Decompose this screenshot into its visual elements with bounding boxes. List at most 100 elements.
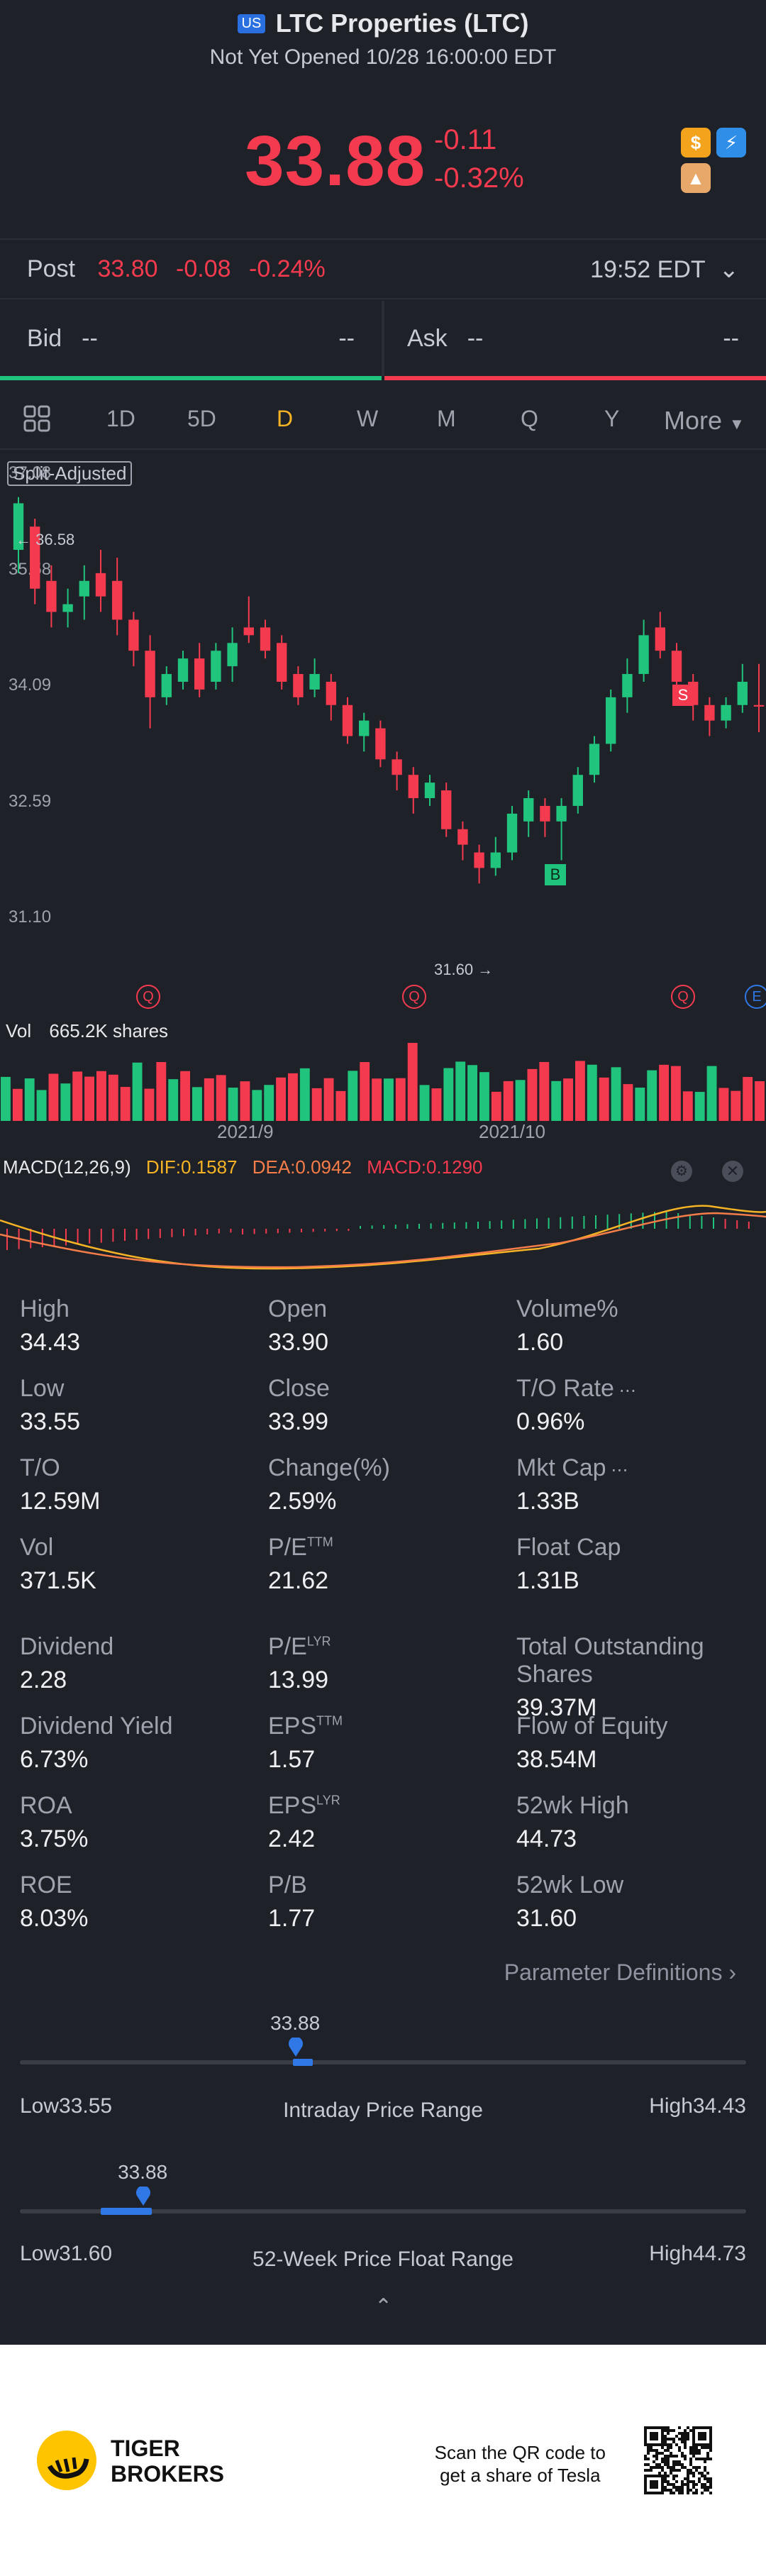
chevron-down-icon[interactable]: ⌄ [718,256,740,283]
qr-module [684,2440,687,2443]
settings-icon[interactable]: ⚙ [671,1161,692,1182]
ask-label: Ask [407,324,448,352]
tab-1d[interactable]: 1D [106,406,135,431]
info-icon[interactable]: ⋯ [606,1461,628,1480]
qr-module [650,2469,653,2472]
qr-module [678,2449,681,2452]
stat-cell: P/ELYR 13.99 [268,1633,331,1694]
low-marker-value: 31.60 [434,961,474,978]
stat-label: EPSTTM [268,1713,343,1740]
candle-body [112,580,123,620]
stat-value: 2.28 [20,1666,67,1693]
qr-module [653,2426,655,2429]
qr-module [692,2438,695,2440]
tab-5d[interactable]: 5D [187,406,216,431]
tab-w[interactable]: W [357,406,379,431]
scan-line2: get a share of Tesla [440,2465,601,2486]
post-market-row[interactable]: Post 33.80 -0.08 -0.24% 19:52 EDT ⌄ [27,255,739,283]
buy-marker[interactable]: B [545,864,566,885]
volume-label: Vol [6,1020,32,1041]
qr-module [709,2480,712,2483]
qr-module [684,2443,687,2446]
candle-body [211,651,221,682]
qr-module [661,2429,664,2432]
tab-q[interactable]: Q [521,406,538,431]
qr-module [681,2483,684,2486]
volume-bar [48,1073,59,1121]
grid-layout-icon[interactable] [23,404,51,438]
qr-module [684,2455,687,2458]
qr-module [706,2426,709,2429]
close-icon[interactable]: ✕ [722,1161,743,1182]
qr-module [661,2475,664,2477]
candle-body [457,829,468,845]
qr-module [689,2463,692,2466]
chevron-up-icon[interactable]: ⌃ [374,2295,393,2318]
qr-module [675,2460,678,2463]
volume-bar [311,1088,322,1121]
qr-code[interactable] [644,2426,712,2494]
qr-module [695,2443,698,2446]
candle-body [540,805,550,822]
qr-module [647,2475,650,2477]
volume-bar [743,1077,753,1121]
stat-label: High [20,1295,70,1322]
qr-module [687,2483,689,2486]
week52-title: 52-Week Price Float Range [252,2248,514,2271]
qr-module [678,2492,681,2494]
qr-module [644,2463,647,2466]
stat-label-superscript: LYR [306,1634,331,1649]
qr-module [706,2443,709,2446]
lightning-icon[interactable]: ⚡ [716,128,746,157]
volume-bar [659,1064,669,1121]
info-icon[interactable]: ⋯ [614,1381,636,1400]
tab-y[interactable]: Y [604,406,620,431]
earnings-q-marker[interactable]: Q [136,985,160,1009]
candle-body [46,580,57,612]
candle-body [737,681,748,705]
qr-module [701,2475,704,2477]
graduation-cap-icon[interactable]: ▲ [681,163,711,193]
stat-cell: P/ETTM 21.62 [268,1534,333,1595]
low-marker: 31.60 → [434,961,494,978]
qr-module [704,2483,706,2486]
qr-module [661,2480,664,2483]
candle-body [293,674,304,697]
qr-module [658,2443,661,2446]
qr-module [687,2426,689,2429]
tab-d[interactable]: D [277,406,294,431]
tab-m[interactable]: M [437,406,456,431]
stat-label: Mkt Cap ⋯ [516,1454,628,1481]
volume-bar [706,1066,717,1121]
earnings-e-marker[interactable]: E [745,985,766,1009]
volume-bar [323,1078,334,1121]
week52-low: Low31.60 [20,2242,113,2265]
qr-module [692,2466,695,2469]
earnings-q-marker[interactable]: Q [671,985,695,1009]
sell-marker[interactable]: S [672,685,694,706]
post-time-text: 19:52 EDT [590,256,706,283]
volume-bar [671,1066,681,1121]
qr-module [661,2489,664,2492]
parameter-definitions-label: Parameter Definitions [504,1959,723,1985]
y-tick-label: 34.09 [9,675,51,695]
qr-module [644,2486,647,2489]
qr-module [655,2432,658,2435]
qr-module [664,2463,667,2466]
dollar-icon[interactable]: $ [681,128,711,157]
qr-module [678,2489,681,2492]
qr-module [678,2460,681,2463]
volume-bar [264,1085,274,1121]
parameter-definitions-link[interactable]: Parameter Definitions › [504,1959,736,1986]
qr-module [661,2452,664,2455]
qr-module [644,2432,647,2435]
bid-label: Bid [27,324,62,352]
stat-cell: 52wk Low 31.60 [516,1872,623,1933]
split-adjusted-label[interactable]: Split-Adjusted [7,461,133,486]
stat-value: 33.90 [268,1329,329,1356]
volume-bar [611,1067,621,1121]
qr-module [675,2469,678,2472]
tab-more[interactable]: More ▼ [664,406,745,436]
earnings-q-marker[interactable]: Q [402,985,426,1009]
